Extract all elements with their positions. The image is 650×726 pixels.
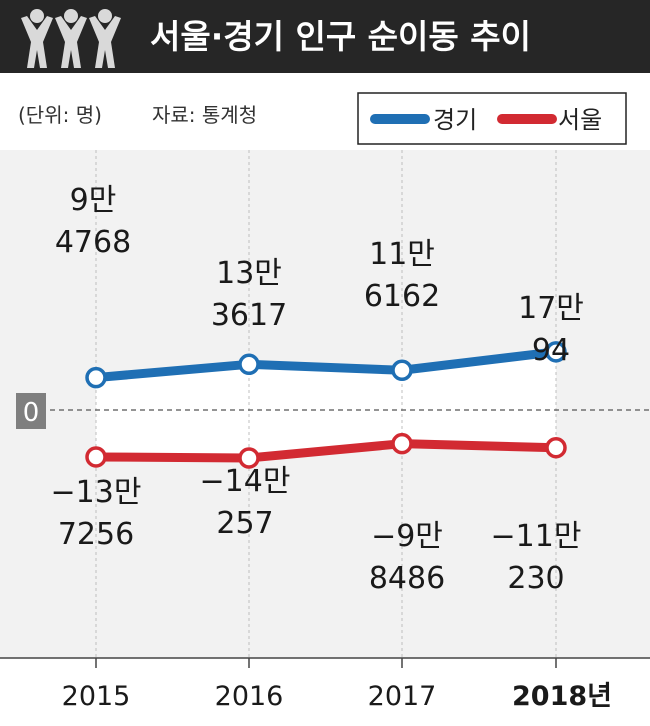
data-label-gyeonggi-0-bottom: 4768: [55, 225, 131, 260]
data-label-seoul-0-top: −13만: [51, 475, 142, 510]
point-gyeonggi-0: [85, 366, 107, 389]
data-label-seoul-1-bottom: 257: [216, 506, 273, 541]
data-label-gyeonggi-1-top: 13만: [216, 256, 282, 291]
chart-title: 서울·경기 인구 순이동 추이: [150, 17, 531, 56]
data-label-layer: 9만 4768 13만 3617 11만 6162 17만 94 −13만 7256 −14만 257…: [51, 183, 584, 596]
data-label-gyeonggi-3-top: 17만: [518, 291, 584, 326]
data-label-seoul-1-top: −14만: [200, 464, 291, 499]
data-label-gyeonggi-2-bottom: 6162: [364, 279, 440, 314]
point-seoul-2: [391, 432, 413, 455]
data-label-seoul-3-bottom: 230: [507, 561, 564, 596]
legend-label-gyeonggi: 경기: [433, 106, 477, 134]
point-seoul-3: [545, 436, 567, 459]
point-seoul-1: [238, 447, 260, 469]
source-note: 자료: 통계청: [152, 103, 257, 127]
zero-label-box: [16, 393, 46, 429]
data-label-gyeonggi-0-top: 9만: [70, 183, 117, 218]
data-label-seoul-2-bottom: 8486: [369, 561, 445, 596]
x-tick-label-3: 2018년: [512, 681, 612, 712]
zero-layer: 0: [16, 393, 650, 429]
x-axis: 2015 2016 2017 2018년: [0, 657, 650, 726]
data-label-seoul-2-top: −9만: [371, 519, 443, 554]
unit-note: (단위: 명): [18, 103, 102, 127]
legend: 경기 서울: [357, 92, 627, 145]
data-label-seoul-3-top: −11만: [491, 519, 582, 554]
people-icon: [21, 9, 121, 68]
point-gyeonggi-3: [545, 341, 567, 363]
area-fill-seoul: [96, 410, 556, 458]
legend-label-seoul: 서울: [558, 106, 602, 134]
series-line-seoul: [91, 439, 561, 463]
x-tick-label-1: 2016: [215, 681, 284, 712]
zero-label: 0: [23, 398, 40, 428]
series-line-gyeonggi: [91, 347, 561, 383]
data-label-seoul-0-bottom: 7256: [58, 517, 134, 552]
point-gyeonggi-1: [238, 353, 260, 376]
point-gyeonggi-2: [391, 359, 413, 382]
point-seoul-0: [85, 446, 107, 468]
axis-background: [0, 658, 650, 726]
data-label-gyeonggi-3-bottom: 94: [532, 333, 570, 368]
data-label-gyeonggi-1-bottom: 3617: [211, 298, 287, 333]
series-layer: [85, 341, 567, 469]
x-tick-label-2: 2017: [368, 681, 437, 712]
data-label-gyeonggi-2-top: 11만: [369, 237, 435, 272]
x-tick-label-0: 2015: [62, 681, 131, 712]
